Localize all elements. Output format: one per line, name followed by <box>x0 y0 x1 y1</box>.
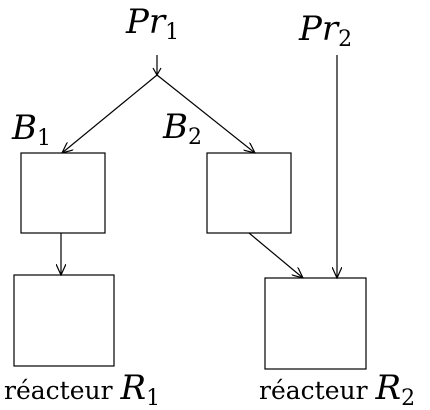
box-b1 <box>20 152 106 234</box>
label-reacteur-r1: réacteur R1 <box>4 368 160 410</box>
label-b2: B2 <box>162 107 202 150</box>
label-pr1: Pr1 <box>125 2 179 45</box>
edge-pr1-to-b1 <box>62 74 158 153</box>
box-reacteur-r2 <box>264 277 367 370</box>
label-pr2: Pr2 <box>298 9 352 52</box>
label-b1: B1 <box>11 108 51 151</box>
edge-pr1-to-b2 <box>156 74 255 153</box>
box-reacteur-r1 <box>13 274 115 367</box>
label-reacteur-r2: réacteur R2 <box>259 368 415 410</box>
edge-b2-to-r2 <box>248 232 303 278</box>
box-b2 <box>206 152 292 234</box>
